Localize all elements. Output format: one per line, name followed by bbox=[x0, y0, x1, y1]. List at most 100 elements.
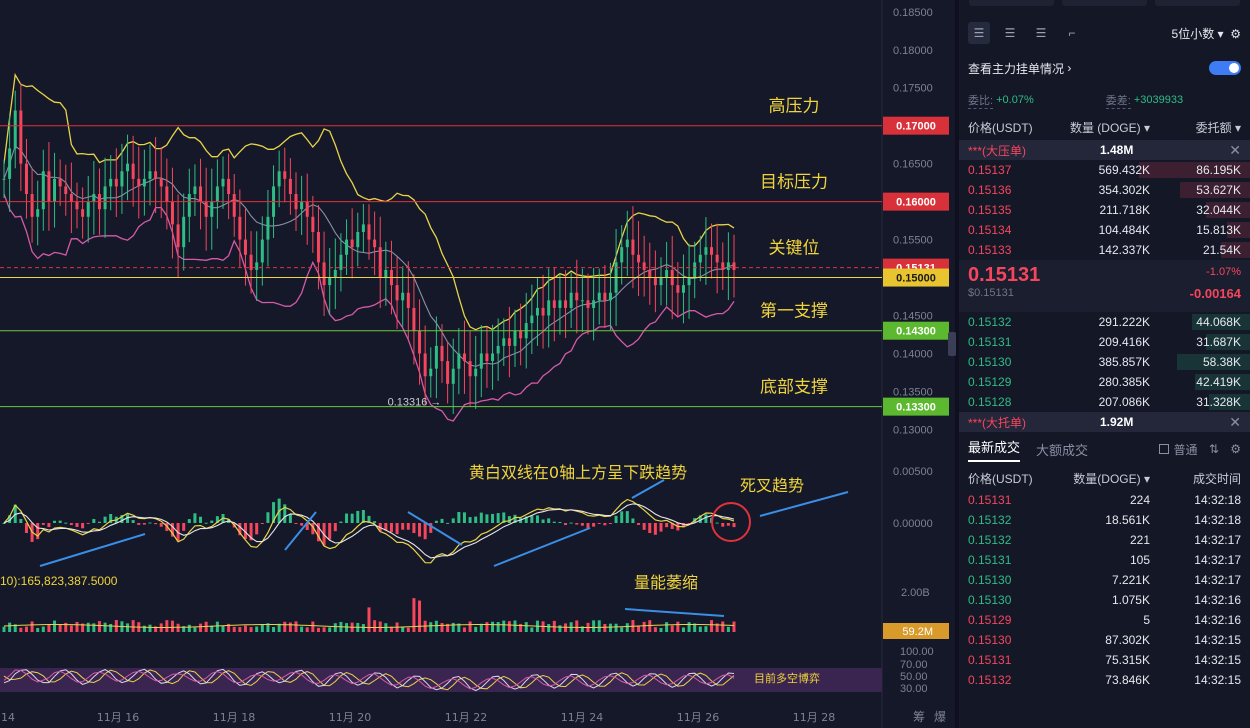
ask-order-row[interactable]: 0.15134 104.484K 15.813K bbox=[959, 220, 1250, 240]
candle-body bbox=[429, 368, 433, 377]
rsi-tick-label: 50.00 bbox=[900, 671, 928, 683]
trade-qty: 73.846K bbox=[1105, 673, 1150, 687]
macd-histogram-bar bbox=[564, 523, 568, 526]
trend-arrow bbox=[493, 527, 591, 567]
macd-histogram-bar bbox=[215, 516, 219, 523]
book-header: 价格(USDT) 数量 (DOGE) ▾ 委托额 ▾ bbox=[968, 120, 1241, 135]
main-order-toggle[interactable] bbox=[1209, 61, 1241, 75]
bid-big-order-banner: ***(大托单) 1.92M ✕ bbox=[959, 412, 1250, 432]
decimals-dropdown[interactable]: 5位小数 ▾ ⚙ bbox=[1171, 26, 1241, 41]
bid-order-row[interactable]: 0.15132 291.222K 44.068K bbox=[959, 312, 1250, 332]
candle-body bbox=[681, 285, 685, 293]
order-qty: 211.718K bbox=[1099, 203, 1151, 217]
bid-order-row[interactable]: 0.15129 280.385K 42.419K bbox=[959, 372, 1250, 392]
volume-bar bbox=[648, 620, 652, 632]
trade-row: 0.15130 7.221K 14:32:17 bbox=[959, 570, 1250, 590]
book-asks-icon[interactable]: ☰ bbox=[1035, 26, 1047, 40]
macd-histogram-bar bbox=[406, 523, 410, 530]
normal-filter-checkbox[interactable]: 普通 ⇅ ⚙ bbox=[1159, 441, 1241, 458]
order-qty: 207.086K bbox=[1098, 395, 1150, 409]
macd-histogram-bar bbox=[249, 523, 253, 541]
qty-header-dropdown[interactable]: 数量 (DOGE) ▾ bbox=[1069, 120, 1150, 135]
close-icon[interactable]: ✕ bbox=[1229, 141, 1241, 158]
level-price-tag-text: 0.13300 bbox=[896, 402, 936, 414]
candle-body bbox=[530, 315, 534, 324]
macd-histogram-bar bbox=[575, 523, 579, 525]
macd-histogram-bar bbox=[300, 523, 304, 526]
volume-bar bbox=[187, 624, 191, 632]
macd-histogram-bar bbox=[103, 516, 107, 523]
macd-histogram-bar bbox=[418, 523, 422, 537]
candle-body bbox=[502, 338, 506, 346]
volume-bar bbox=[721, 621, 725, 632]
trade-time: 14:32:15 bbox=[1194, 673, 1241, 687]
macd-histogram-bar bbox=[109, 513, 113, 523]
ask-order-row[interactable]: 0.15136 354.302K 53.627K bbox=[959, 180, 1250, 200]
book-both-icon[interactable]: ☰ bbox=[968, 22, 990, 44]
level-annotation: 第一支撑 bbox=[760, 302, 828, 322]
volume-bar bbox=[64, 622, 68, 632]
macd-histogram-bar bbox=[356, 510, 360, 523]
volume-bar bbox=[479, 623, 483, 632]
trade-qty-dropdown[interactable]: 数量(DOGE) ▾ bbox=[1073, 471, 1150, 486]
macd-histogram-bar bbox=[19, 518, 23, 523]
trade-time: 14:32:15 bbox=[1194, 653, 1241, 667]
macd-histogram-bar bbox=[659, 523, 663, 532]
candle-body bbox=[199, 186, 203, 202]
trade-qty: 87.302K bbox=[1105, 633, 1150, 647]
volume-bar bbox=[401, 626, 405, 632]
macd-histogram-bar bbox=[704, 514, 708, 523]
candle-body bbox=[547, 300, 551, 316]
candle-body bbox=[597, 292, 601, 301]
volume-bar bbox=[670, 625, 674, 632]
volume-bar bbox=[693, 623, 697, 632]
candle-body bbox=[64, 186, 68, 195]
tab-large-trades[interactable]: 大额成交 bbox=[1036, 442, 1089, 458]
depth-bar bbox=[1209, 394, 1250, 410]
trend-arrow bbox=[759, 491, 849, 517]
candle-body bbox=[721, 262, 725, 270]
bid-order-row[interactable]: 0.15130 385.857K 58.38K bbox=[959, 352, 1250, 372]
panel-collapse-handle[interactable] bbox=[948, 332, 956, 356]
price-tick-label: 0.17500 bbox=[893, 83, 933, 95]
macd-histogram-bar bbox=[423, 523, 427, 540]
ask-order-row[interactable]: 0.15137 569.432K 86.195K bbox=[959, 160, 1250, 180]
book-bids-icon[interactable]: ☰ bbox=[1004, 26, 1016, 40]
book-layout-icon[interactable]: ⌐ bbox=[1068, 26, 1076, 40]
trade-row: 0.15130 87.302K 14:32:15 bbox=[959, 630, 1250, 650]
volume-bar bbox=[418, 600, 422, 632]
order-qty: 385.857K bbox=[1098, 355, 1150, 369]
ask-order-row[interactable]: 0.15133 142.337K 21.54K bbox=[959, 240, 1250, 260]
price-tick-label: 0.14000 bbox=[893, 348, 933, 360]
level-price-tag-text: 0.15000 bbox=[896, 273, 936, 285]
candle-body bbox=[24, 163, 28, 195]
order-total: 58.38K bbox=[1202, 355, 1241, 369]
macd-histogram-bar bbox=[496, 513, 500, 523]
order-price: 0.15134 bbox=[968, 223, 1012, 237]
bid-order-row[interactable]: 0.15131 209.416K 31.687K bbox=[959, 332, 1250, 352]
macd-tick-label: 0.00500 bbox=[893, 466, 933, 478]
rsi-tick-label: 30.00 bbox=[900, 683, 928, 695]
main-order-link[interactable]: 查看主力挂单情况 bbox=[968, 61, 1065, 76]
macd-histogram-bar bbox=[625, 511, 629, 523]
order-price: 0.15131 bbox=[968, 335, 1012, 349]
macd-histogram-bar bbox=[479, 512, 483, 523]
ask-order-row[interactable]: 0.15135 211.718K 32.044K bbox=[959, 200, 1250, 220]
trade-time: 14:32:17 bbox=[1194, 573, 1241, 587]
macd-histogram-bar bbox=[592, 523, 596, 527]
trend-arrow bbox=[407, 511, 463, 546]
chevron-right-icon: › bbox=[1064, 61, 1072, 75]
tab-latest-trades[interactable]: 最新成交 bbox=[968, 437, 1021, 462]
trade-time: 14:32:16 bbox=[1194, 613, 1241, 627]
candle-body bbox=[215, 186, 219, 202]
volume-bar bbox=[58, 624, 62, 632]
bid-order-row[interactable]: 0.15128 207.086K 31.328K bbox=[959, 392, 1250, 412]
price-chart[interactable]: 0.17000高压力0.16000目标压力0.15131关键位0.150000.… bbox=[0, 0, 955, 728]
volume-bar bbox=[193, 627, 197, 632]
macd-histogram-bar bbox=[187, 519, 191, 523]
volume-bar bbox=[294, 621, 298, 632]
candle-body bbox=[446, 361, 450, 384]
price-tick-label: 0.13000 bbox=[893, 424, 933, 436]
total-header-dropdown[interactable]: 委托额 ▾ bbox=[1195, 120, 1241, 135]
close-icon[interactable]: ✕ bbox=[1229, 413, 1241, 430]
